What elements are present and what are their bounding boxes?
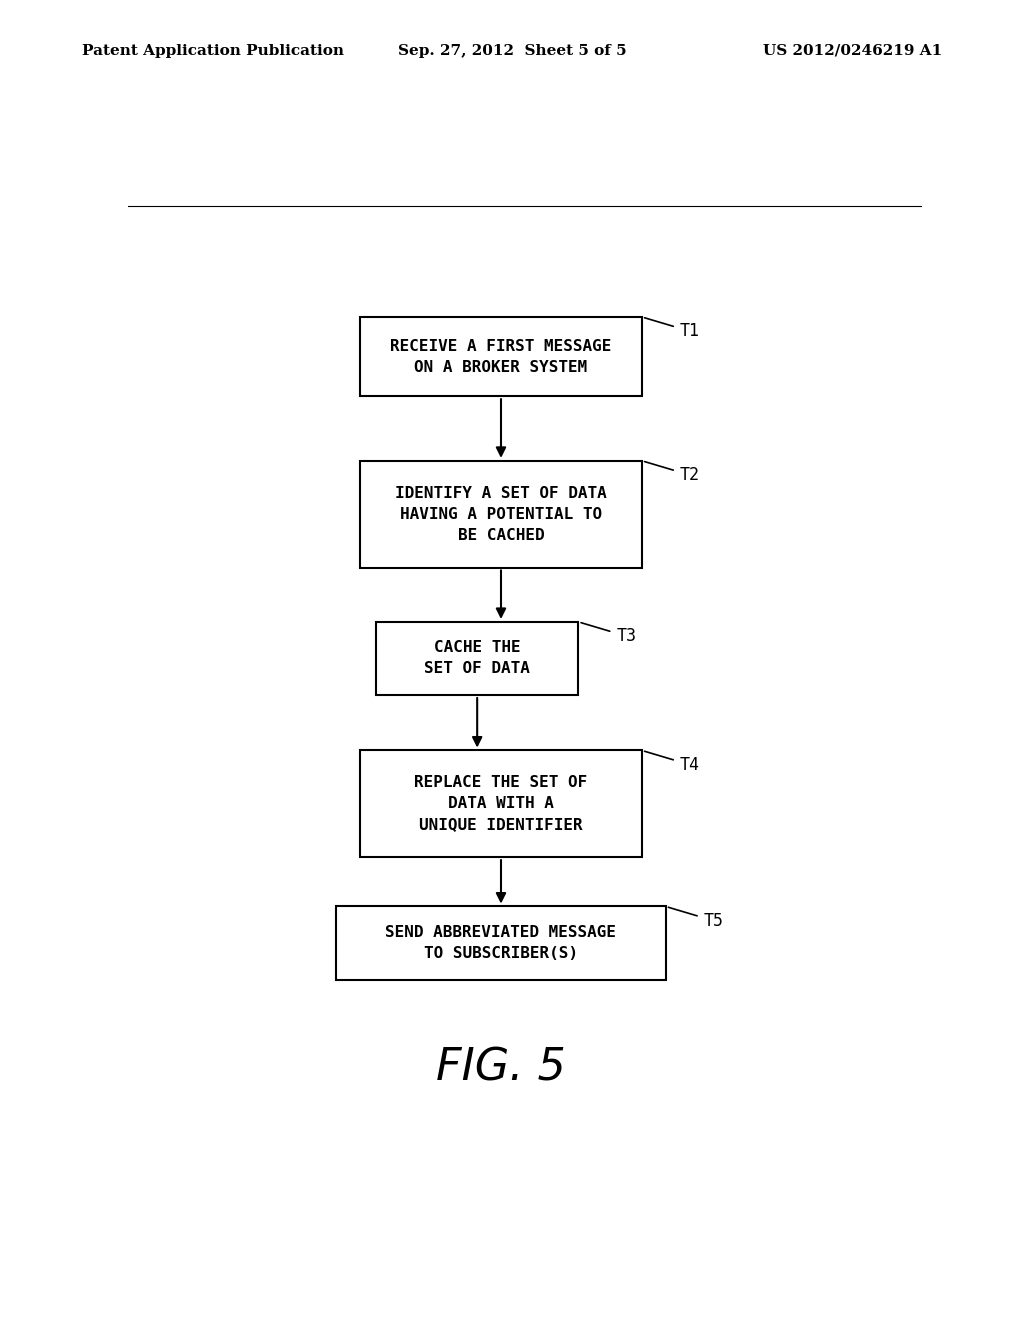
Text: Patent Application Publication: Patent Application Publication bbox=[82, 44, 344, 58]
Bar bbox=[360, 461, 642, 568]
Text: T1: T1 bbox=[680, 322, 700, 341]
Text: T2: T2 bbox=[680, 466, 700, 484]
Text: Sep. 27, 2012  Sheet 5 of 5: Sep. 27, 2012 Sheet 5 of 5 bbox=[397, 44, 627, 58]
Bar bbox=[376, 622, 579, 696]
Bar bbox=[336, 907, 666, 979]
Bar bbox=[360, 751, 642, 857]
Text: T4: T4 bbox=[680, 755, 700, 774]
Text: REPLACE THE SET OF
DATA WITH A
UNIQUE IDENTIFIER: REPLACE THE SET OF DATA WITH A UNIQUE ID… bbox=[415, 775, 588, 833]
Text: US 2012/0246219 A1: US 2012/0246219 A1 bbox=[763, 44, 942, 58]
Text: RECEIVE A FIRST MESSAGE
ON A BROKER SYSTEM: RECEIVE A FIRST MESSAGE ON A BROKER SYST… bbox=[390, 339, 611, 375]
Bar bbox=[360, 317, 642, 396]
Text: IDENTIFY A SET OF DATA
HAVING A POTENTIAL TO
BE CACHED: IDENTIFY A SET OF DATA HAVING A POTENTIA… bbox=[395, 486, 607, 543]
Text: SEND ABBREVIATED MESSAGE
TO SUBSCRIBER(S): SEND ABBREVIATED MESSAGE TO SUBSCRIBER(S… bbox=[385, 925, 616, 961]
Text: FIG. 5: FIG. 5 bbox=[436, 1047, 566, 1089]
Text: T3: T3 bbox=[616, 627, 637, 645]
Text: CACHE THE
SET OF DATA: CACHE THE SET OF DATA bbox=[424, 640, 530, 676]
Text: T5: T5 bbox=[703, 912, 724, 929]
